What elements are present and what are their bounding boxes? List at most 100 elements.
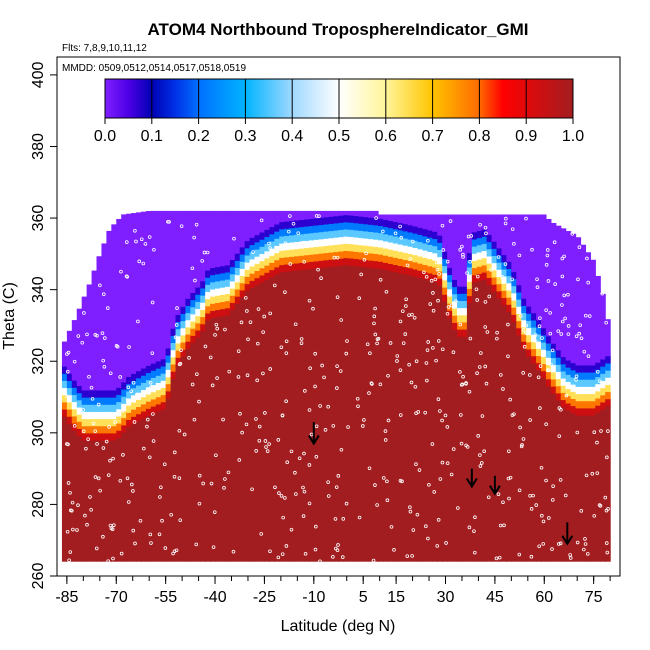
sample-point (533, 333, 538, 337)
heatmap-cell (545, 357, 552, 365)
sample-point (326, 480, 330, 484)
heatmap-column-90 (501, 214, 508, 562)
sample-point (560, 274, 565, 279)
heatmap-column-70 (402, 214, 409, 562)
sample-point (528, 418, 532, 422)
heatmap-cell (373, 253, 379, 262)
sample-point (430, 442, 435, 446)
heatmap-cell (452, 286, 458, 295)
sample-point (461, 255, 465, 259)
heatmap-column-50 (303, 210, 310, 562)
heatmap-cell (516, 313, 522, 322)
heatmap-cell (81, 389, 88, 398)
heatmap-cell (195, 322, 201, 331)
heatmap-column-94 (521, 214, 527, 562)
sample-point (510, 413, 515, 417)
sample-point (335, 295, 340, 299)
sample-point (441, 248, 446, 252)
heatmap-cell (521, 214, 527, 299)
heatmap-cell (402, 237, 409, 246)
sample-point (302, 489, 307, 494)
heatmap-cell (570, 233, 577, 364)
heatmap-cell (71, 408, 78, 417)
heatmap-cell (476, 266, 483, 274)
heatmap-cell (140, 396, 147, 405)
sample-point (159, 485, 163, 490)
sample-point (372, 321, 376, 326)
sample-point (483, 300, 488, 304)
heatmap-cell (348, 243, 354, 252)
sample-point (221, 417, 225, 422)
heatmap-cell (61, 380, 68, 389)
heatmap-cell (323, 223, 330, 232)
heatmap-cell (150, 413, 157, 562)
heatmap-cell (303, 247, 310, 256)
heatmap-cell (190, 335, 196, 344)
sample-point (199, 304, 204, 309)
heatmap-cell (363, 210, 369, 218)
sample-point (318, 404, 322, 408)
heatmap-cell (521, 348, 527, 562)
heatmap-cell (160, 387, 167, 396)
heatmap-cell (600, 401, 606, 410)
heatmap-cell (259, 246, 266, 255)
heatmap-cell (175, 314, 182, 323)
heatmap-column-45 (279, 210, 285, 562)
heatmap-cell (66, 408, 73, 417)
sample-point (521, 328, 526, 332)
heatmap-cell (81, 397, 88, 405)
heatmap-cell (328, 266, 335, 562)
heatmap-cell (427, 237, 433, 245)
heatmap-cell (491, 241, 498, 249)
heatmap-cell (219, 315, 226, 562)
sample-point (524, 331, 528, 335)
heatmap-cell (466, 302, 473, 562)
sample-point (267, 442, 271, 446)
heatmap-cell (190, 210, 196, 293)
heatmap-cell (294, 248, 300, 257)
heatmap-cell (555, 356, 562, 365)
heatmap-column-21 (160, 210, 167, 562)
sample-point (545, 253, 550, 258)
heatmap-column-36 (234, 210, 241, 562)
heatmap-cell (595, 412, 601, 562)
heatmap-column-106 (580, 244, 587, 562)
heatmap-cell (412, 225, 419, 234)
sample-point (405, 263, 410, 268)
heatmap-cell (308, 254, 315, 262)
heatmap-cell (244, 240, 251, 249)
heatmap-column-99 (545, 218, 552, 562)
heatmap-cell (131, 387, 137, 396)
sample-point (562, 293, 567, 298)
heatmap-cell (506, 275, 512, 284)
heatmap-cell (170, 342, 177, 351)
heatmap-cell (224, 286, 231, 294)
sample-point (447, 291, 451, 296)
heatmap-cell (531, 362, 537, 562)
sample-point (563, 316, 567, 321)
heatmap-cell (328, 237, 335, 246)
sample-point (94, 546, 99, 551)
arrow-head (465, 477, 478, 489)
heatmap-cell (190, 299, 196, 308)
sample-point (592, 514, 597, 518)
heatmap-cell (180, 327, 187, 336)
heatmap-cell (536, 362, 542, 371)
heatmap-cell (407, 260, 414, 269)
heatmap-cell (269, 262, 275, 271)
sample-point (69, 508, 74, 513)
sample-point (147, 235, 152, 239)
heatmap-cell (363, 266, 369, 562)
heatmap-cell (71, 415, 78, 424)
sample-point (68, 490, 72, 495)
sample-point (357, 515, 362, 520)
heatmap-cell (333, 222, 340, 231)
heatmap-cell (585, 414, 591, 562)
sample-point (384, 289, 389, 294)
heatmap-cell (486, 263, 493, 271)
heatmap-cell (461, 286, 468, 294)
heatmap-cell (140, 410, 147, 419)
heatmap-cell (387, 256, 394, 264)
heatmap-cell (511, 285, 517, 294)
heatmap-cell (348, 229, 354, 238)
